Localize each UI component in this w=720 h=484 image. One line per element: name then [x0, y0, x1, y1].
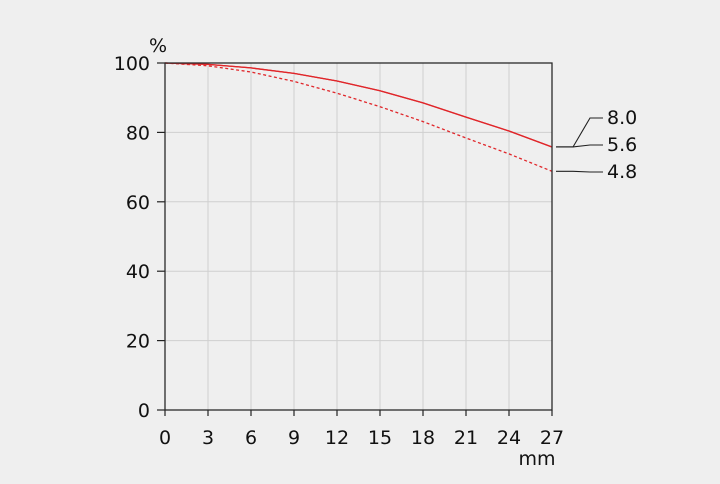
legend-leader-line: [556, 170, 603, 173]
series-line-8-0: [164, 62, 553, 148]
axis-layer: 0 3 6 9 12 15 18 21 24 27 0 20 40 60 80 100: [114, 53, 564, 449]
y-axis-label: %: [149, 35, 167, 57]
y-tick-label: 0: [138, 400, 150, 422]
x-tick-label: 12: [325, 427, 349, 449]
x-tick-label: 24: [497, 427, 521, 449]
legend-label: 8.0: [607, 107, 637, 129]
legend-label: 4.8: [607, 161, 637, 183]
y-tick-label: 60: [126, 192, 150, 214]
x-tick-label: 21: [454, 427, 478, 449]
legend-layer: 8.0 5.6 4.8: [556, 107, 637, 183]
legend-leader-line: [556, 117, 603, 148]
y-tick-label: 20: [126, 331, 150, 353]
series-layer: [164, 62, 553, 172]
x-tick-label: 6: [245, 427, 257, 449]
x-tick-label: 27: [540, 427, 564, 449]
series-line-4-8: [164, 62, 553, 172]
x-axis-label: mm: [518, 448, 555, 470]
legend-leader-line: [556, 144, 603, 148]
y-tick-label: 100: [114, 53, 150, 75]
y-tick-label: 40: [126, 261, 150, 283]
y-tick-label: 80: [126, 122, 150, 144]
x-tick-label: 15: [368, 427, 392, 449]
series-line-5-6: [164, 62, 553, 148]
legend-label: 5.6: [607, 134, 637, 156]
x-tick-label: 0: [159, 427, 171, 449]
plot-frame: [164, 62, 553, 411]
x-tick-label: 9: [288, 427, 300, 449]
grid-layer: [165, 63, 552, 410]
x-tick-label: 18: [411, 427, 435, 449]
x-tick-label: 3: [202, 427, 214, 449]
